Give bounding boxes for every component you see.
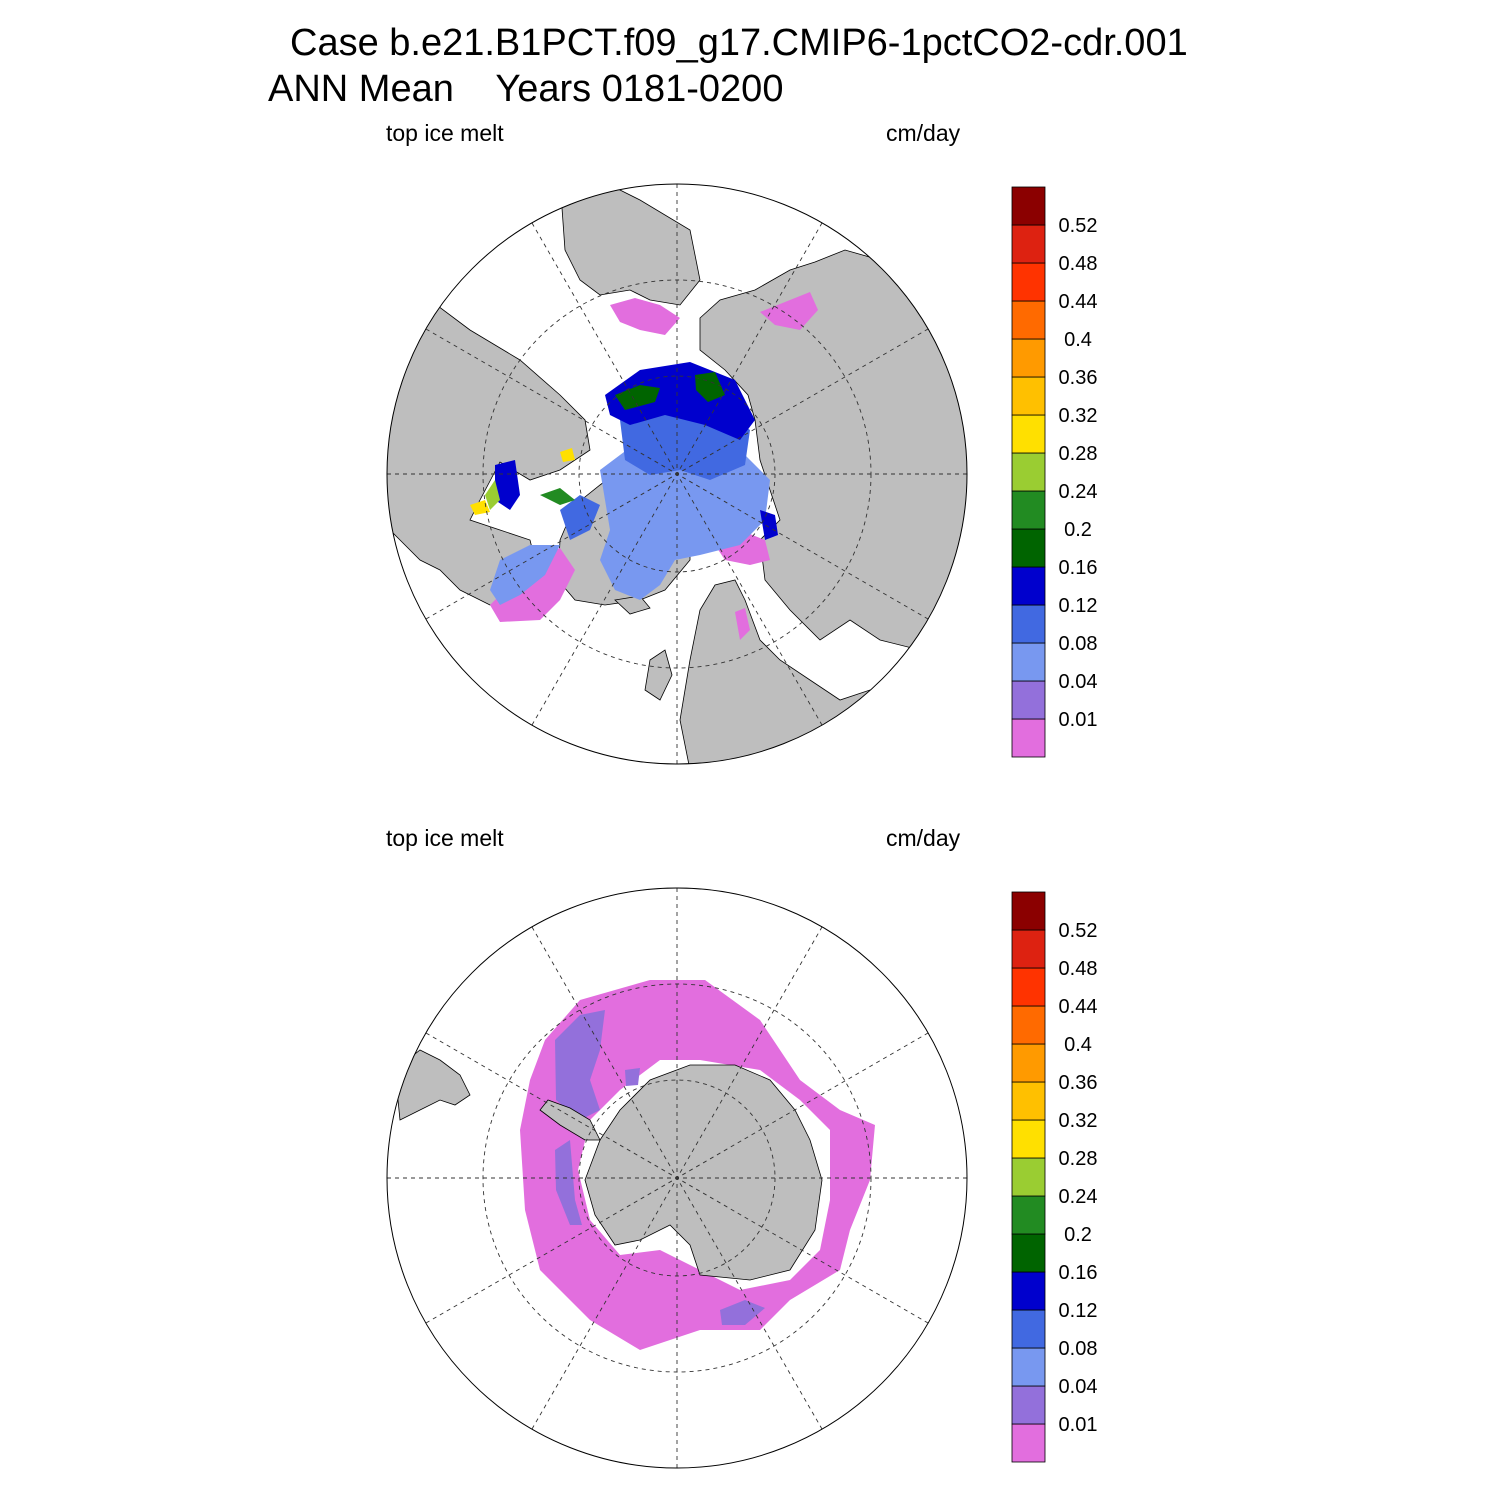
south-colorbar-tick-label: 0.28: [1059, 1148, 1098, 1170]
north-melt-royal-blue-hudson: [560, 495, 600, 540]
south-colorbar-box: [1011, 1423, 1046, 1463]
figure-title-case: Case b.e21.B1PCT.f09_g17.CMIP6-1pctCO2-c…: [290, 22, 1188, 64]
north-colorbar-tick-label: 0.01: [1059, 709, 1098, 731]
north-melt-green-caa: [540, 488, 575, 505]
north-melt-yellow-green: [485, 480, 500, 510]
south-colorbar-box: [1011, 1195, 1046, 1235]
north-melt-pink-kamchatka: [760, 292, 818, 330]
north-colorbar-box: [1011, 262, 1046, 302]
north-map-border: [386, 183, 968, 765]
south-colorbar-box: [1011, 929, 1046, 969]
north-colorbar-box: [1011, 376, 1046, 416]
north-colorbar-tick-label: 0.4: [1064, 329, 1092, 351]
north-colorbar-box: [1011, 566, 1046, 606]
south-melt-purple-weddell: [555, 1010, 605, 1120]
north-melt-yellow-caa: [560, 448, 575, 462]
south-colorbar-box: [1011, 1005, 1046, 1045]
south-melt-purple-small: [625, 1068, 640, 1086]
north-panel-variable-label: top ice melt: [386, 120, 504, 146]
north-melt-dark-blue-hudson: [495, 460, 520, 510]
north-colorbar-tick-label: 0.44: [1059, 291, 1098, 313]
north-colorbar-tick-label: 0.16: [1059, 557, 1098, 579]
north-melt-dark-green-east: [695, 372, 725, 402]
south-land-antarctic-peninsula: [539, 1099, 601, 1141]
north-colorbar-tick-label: 0.32: [1059, 405, 1098, 427]
south-colorbar-tick-label: 0.4: [1064, 1034, 1092, 1056]
north-melt-pink-baltic: [735, 608, 750, 640]
south-panel-variable-label: top ice melt: [386, 825, 504, 851]
south-colorbar-box: [1011, 967, 1046, 1007]
north-panel-units-label: cm/day: [886, 120, 961, 146]
north-colorbar-box: [1011, 642, 1046, 682]
south-colorbar-tick-label: 0.48: [1059, 958, 1098, 980]
figure-title-period: ANN Mean Years 0181-0200: [268, 68, 784, 110]
south-colorbar-tick-label: 0.52: [1059, 920, 1098, 942]
south-colorbar-box: [1011, 1271, 1046, 1311]
north-colorbar-tick-label: 0.48: [1059, 253, 1098, 275]
north-colorbar-box: [1011, 528, 1046, 568]
south-colorbar: 0.01 0.04 0.08 0.12 0.16 0.2 0.24 0.28 0.32 0.36 0…: [1011, 891, 1098, 1463]
north-graticule: [387, 184, 967, 764]
south-colorbar-tick-label: 0.44: [1059, 996, 1098, 1018]
north-melt-pink-bering: [610, 298, 680, 335]
north-colorbar-tick-label: 0.24: [1059, 481, 1098, 503]
north-colorbar: 0.01 0.04 0.08 0.12 0.16 0.2 0.24 0.28 0.32 0.36 0…: [1011, 186, 1098, 758]
north-colorbar-box: [1011, 300, 1046, 340]
north-colorbar-box: [1011, 224, 1046, 264]
north-land-north-america: [387, 299, 591, 611]
south-colorbar-tick-label: 0.36: [1059, 1072, 1098, 1094]
south-colorbar-tick-label: 0.16: [1059, 1262, 1098, 1284]
north-land-alaska: [559, 184, 701, 306]
south-colorbar-tick-label: 0.04: [1059, 1376, 1098, 1398]
north-colorbar-box: [1011, 604, 1046, 644]
south-colorbar-box: [1011, 1081, 1046, 1121]
north-colorbar-tick-label: 0.28: [1059, 443, 1098, 465]
north-land-iceland: [614, 595, 651, 615]
south-colorbar-box: [1011, 1385, 1046, 1425]
south-melt-purple-peninsula: [555, 1140, 582, 1225]
north-colorbar-box: [1011, 414, 1046, 454]
north-colorbar-tick-label: 0.2: [1064, 519, 1092, 541]
south-colorbar-tick-label: 0.2: [1064, 1224, 1092, 1246]
south-colorbar-tick-label: 0.12: [1059, 1300, 1098, 1322]
north-colorbar-box: [1011, 186, 1046, 226]
south-colorbar-box: [1011, 1157, 1046, 1197]
north-colorbar-box: [1011, 338, 1046, 378]
south-colorbar-tick-label: 0.08: [1059, 1338, 1098, 1360]
north-melt-dark-blue-kara: [760, 510, 778, 540]
south-panel-units-label: cm/day: [886, 825, 961, 851]
north-colorbar-tick-label: 0.12: [1059, 595, 1098, 617]
north-colorbar-tick-label: 0.08: [1059, 633, 1098, 655]
north-land-uk: [644, 649, 673, 701]
north-colorbar-box: [1011, 452, 1046, 492]
north-polar-map: [386, 183, 968, 765]
south-melt-pink: [520, 980, 875, 1350]
south-land-south-america: [394, 1049, 471, 1121]
north-land-siberia: [699, 249, 967, 651]
north-colorbar-box: [1011, 680, 1046, 720]
south-colorbar-box: [1011, 1309, 1046, 1349]
south-colorbar-tick-label: 0.24: [1059, 1186, 1098, 1208]
south-polar-map: [386, 887, 968, 1469]
north-colorbar-box: [1011, 718, 1046, 758]
south-melt-purple-ross: [720, 1300, 765, 1325]
south-colorbar-box: [1011, 1043, 1046, 1083]
north-colorbar-tick-label: 0.52: [1059, 215, 1098, 237]
south-colorbar-box: [1011, 1119, 1046, 1159]
south-graticule: [387, 888, 967, 1468]
north-colorbar-box: [1011, 490, 1046, 530]
south-colorbar-box: [1011, 1233, 1046, 1273]
south-colorbar-tick-label: 0.01: [1059, 1414, 1098, 1436]
north-melt-dark-green: [615, 385, 660, 410]
south-colorbar-box: [1011, 1347, 1046, 1387]
north-colorbar-tick-label: 0.36: [1059, 367, 1098, 389]
south-map-border: [386, 887, 968, 1469]
south-colorbar-tick-label: 0.32: [1059, 1110, 1098, 1132]
north-melt-light-blue-labrador: [490, 545, 560, 605]
south-colorbar-box: [1011, 891, 1046, 931]
north-colorbar-tick-label: 0.04: [1059, 671, 1098, 693]
